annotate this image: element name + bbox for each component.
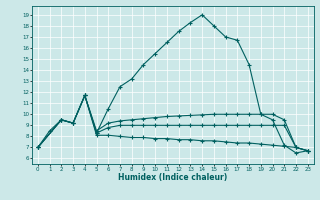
- X-axis label: Humidex (Indice chaleur): Humidex (Indice chaleur): [118, 173, 228, 182]
